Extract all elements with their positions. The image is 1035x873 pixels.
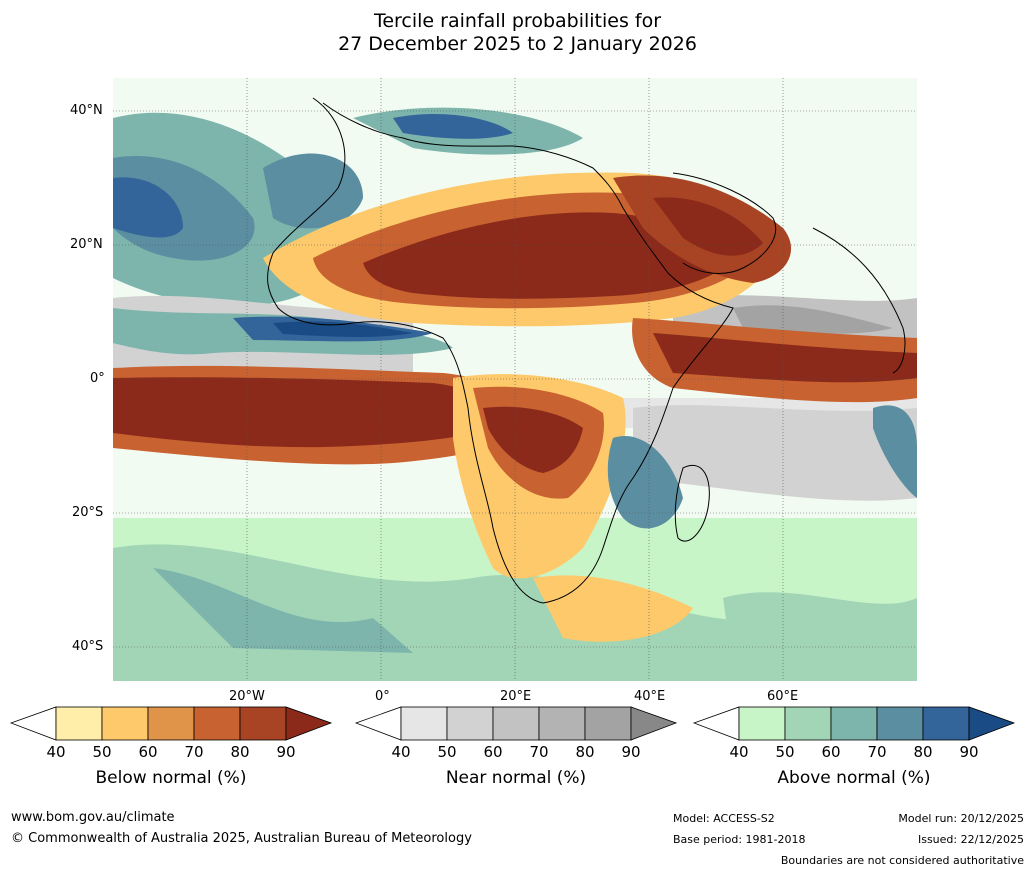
below-normal-label: Below normal (%)	[95, 768, 247, 788]
model-run-text: Model run: 20/12/2025	[898, 812, 1024, 825]
lat-label-40n: 40°N	[70, 103, 103, 118]
below-normal-segment	[193, 706, 241, 741]
lat-label-20n: 20°N	[70, 237, 103, 252]
lat-label-0: 0°	[90, 371, 105, 386]
near-normal-tick-label: 60	[483, 743, 503, 761]
lat-label-20s: 20°S	[72, 505, 104, 520]
below-normal-segment	[55, 706, 103, 741]
near-normal-lower-extend	[355, 706, 402, 741]
above-normal-tick-label: 80	[913, 743, 933, 761]
colorbar-above-normal	[693, 706, 1015, 741]
above-normal-tick-label: 90	[959, 743, 979, 761]
near-normal-tick-label: 40	[391, 743, 411, 761]
lat-label-40s: 40°S	[72, 639, 104, 654]
near-normal-tick-label: 70	[529, 743, 549, 761]
lon-label-40e: 40°E	[634, 689, 666, 704]
near-normal-label: Near normal (%)	[445, 768, 587, 788]
madagascar-coastline	[674, 465, 710, 542]
below-normal-tick-label: 40	[46, 743, 66, 761]
above-normal-lower-extend	[693, 706, 740, 741]
above-normal-label: Above normal (%)	[777, 768, 931, 788]
above-normal-segment	[876, 706, 924, 741]
below-normal-lower-extend	[10, 706, 57, 741]
disclaimer-text: Boundaries are not considered authoritat…	[780, 854, 1024, 867]
near-normal-tick-label: 90	[621, 743, 641, 761]
below-normal-tick-label: 80	[230, 743, 250, 761]
below-normal-tick-label: 50	[92, 743, 112, 761]
above-normal-segment	[784, 706, 832, 741]
near-normal-upper-extend	[630, 706, 677, 741]
lon-label-0: 0°	[375, 689, 390, 704]
above-normal-segment	[830, 706, 878, 741]
near-normal-segment	[400, 706, 448, 741]
above-normal-tick-label: 60	[821, 743, 841, 761]
india-coastline	[812, 227, 906, 374]
rainfall-probability-map	[113, 78, 917, 681]
below-normal-tick-label: 60	[138, 743, 158, 761]
below-normal-segment	[147, 706, 195, 741]
issued-text: Issued: 22/12/2025	[917, 833, 1024, 846]
lon-label-20w: 20°W	[229, 689, 265, 704]
above-normal-upper-extend	[968, 706, 1015, 741]
above-normal-segment	[922, 706, 970, 741]
below-normal-upper-extend	[285, 706, 332, 741]
gridlines	[113, 78, 917, 681]
colorbar-below-normal	[10, 706, 332, 741]
title-line-1: Tercile rainfall probabilities for	[373, 10, 662, 32]
above-normal-tick-label: 70	[867, 743, 887, 761]
below-normal-tick-label: 70	[184, 743, 204, 761]
near-normal-segment	[492, 706, 540, 741]
below-normal-segment	[239, 706, 287, 741]
map-title: Tercile rainfall probabilities for 27 De…	[0, 10, 1035, 56]
near-normal-tick-label: 50	[437, 743, 457, 761]
below-normal-segment	[101, 706, 149, 741]
website-link[interactable]: www.bom.gov.au/climate	[11, 810, 175, 825]
base-period-text: Base period: 1981-2018	[673, 833, 806, 846]
lon-label-60e: 60°E	[767, 689, 799, 704]
model-text: Model: ACCESS-S2	[673, 812, 775, 825]
colorbar-near-normal	[355, 706, 677, 741]
arabia-coastline	[672, 172, 777, 274]
near-normal-segment	[446, 706, 494, 741]
above-normal-tick-label: 50	[775, 743, 795, 761]
above-normal-tick-label: 40	[729, 743, 749, 761]
africa-coastline	[267, 97, 734, 604]
title-line-2: 27 December 2025 to 2 January 2026	[338, 33, 697, 55]
lon-label-20e: 20°E	[500, 689, 532, 704]
near-normal-segment	[584, 706, 632, 741]
near-normal-tick-label: 80	[575, 743, 595, 761]
copyright-text: © Commonwealth of Australia 2025, Austra…	[11, 831, 472, 846]
near-normal-segment	[538, 706, 586, 741]
above-normal-segment	[738, 706, 786, 741]
below-normal-tick-label: 90	[276, 743, 296, 761]
